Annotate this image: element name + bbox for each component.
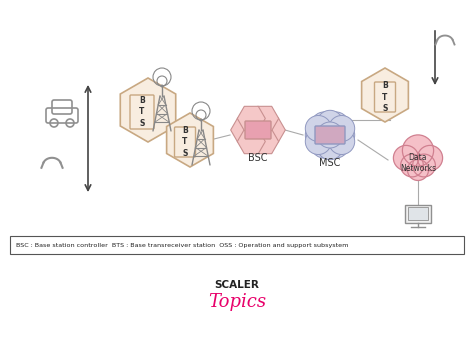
Polygon shape: [231, 118, 259, 142]
Text: B
T
S: B T S: [382, 81, 388, 113]
FancyBboxPatch shape: [10, 236, 464, 254]
Text: MSC: MSC: [319, 158, 341, 168]
Circle shape: [393, 146, 419, 171]
FancyBboxPatch shape: [174, 127, 195, 157]
FancyBboxPatch shape: [408, 207, 428, 220]
Polygon shape: [251, 106, 279, 131]
Polygon shape: [362, 68, 409, 122]
Circle shape: [317, 134, 343, 160]
Circle shape: [200, 119, 202, 121]
Text: B
T
S: B T S: [139, 97, 145, 128]
FancyBboxPatch shape: [405, 205, 431, 223]
Circle shape: [305, 122, 331, 148]
FancyBboxPatch shape: [130, 95, 154, 129]
Circle shape: [401, 154, 423, 177]
Polygon shape: [120, 78, 176, 142]
Circle shape: [311, 112, 337, 138]
Text: Topics: Topics: [208, 293, 266, 311]
Text: B
T
S: B T S: [182, 126, 188, 158]
Text: BSC : Base station controller  BTS : Base transreceiver station  OSS : Operation: BSC : Base station controller BTS : Base…: [16, 242, 348, 248]
Circle shape: [323, 112, 349, 138]
Circle shape: [161, 85, 164, 87]
Circle shape: [317, 122, 343, 148]
Polygon shape: [237, 130, 265, 154]
FancyBboxPatch shape: [245, 121, 271, 139]
Text: BSC: BSC: [248, 153, 268, 163]
Circle shape: [311, 132, 337, 158]
Circle shape: [305, 116, 331, 141]
Polygon shape: [244, 118, 272, 142]
Circle shape: [418, 146, 443, 171]
Circle shape: [402, 135, 434, 166]
FancyBboxPatch shape: [315, 126, 345, 144]
Circle shape: [323, 132, 349, 158]
Circle shape: [317, 110, 343, 136]
Polygon shape: [167, 113, 213, 167]
Circle shape: [328, 122, 355, 148]
Circle shape: [305, 129, 331, 154]
Text: Data
Networks: Data Networks: [400, 153, 436, 173]
Circle shape: [328, 129, 355, 154]
Circle shape: [408, 159, 428, 181]
Polygon shape: [251, 130, 279, 154]
Polygon shape: [237, 106, 265, 131]
Circle shape: [328, 116, 355, 141]
Circle shape: [412, 154, 436, 177]
Polygon shape: [257, 118, 285, 142]
Text: SCALER: SCALER: [215, 280, 259, 290]
FancyBboxPatch shape: [374, 82, 395, 112]
